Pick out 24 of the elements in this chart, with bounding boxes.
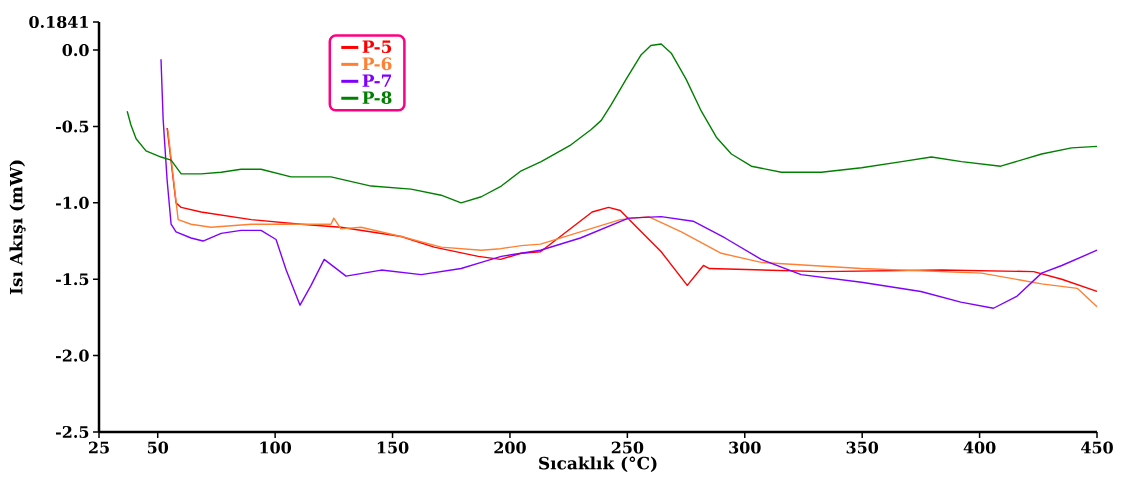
x-tick-label: 100	[260, 441, 292, 454]
y-tick-label: -0.5	[56, 120, 89, 133]
x-tick-label: 50	[147, 441, 169, 454]
y-tick-label: 0.0	[62, 44, 89, 57]
x-tick-label: 400	[963, 441, 996, 454]
line-series	[160, 58, 1098, 309]
x-tick-label: 450	[1081, 441, 1113, 454]
y-axis-title: Isı Akışı (mW)	[9, 160, 26, 295]
x-tick-label: 25	[88, 441, 109, 454]
y-tick-label: -1.0	[56, 196, 89, 209]
legend-label: P-7	[362, 74, 392, 87]
x-tick-label: 300	[729, 441, 761, 454]
y-tick-label: 0.1841	[29, 15, 88, 29]
y-tick-label: -2.5	[56, 425, 89, 439]
y-tick-label: -1.5	[56, 273, 89, 286]
x-axis-title: Sıcaklık (°C)	[539, 456, 657, 472]
y-tick-label: -2.0	[56, 349, 89, 362]
x-tick-label: 250	[611, 441, 644, 454]
x-tick-label: 150	[377, 441, 409, 454]
legend-label: P-6	[362, 57, 392, 71]
x-tick-label: 350	[846, 441, 879, 454]
legend-label: P-8	[362, 91, 392, 105]
x-tick-label: 200	[494, 441, 526, 454]
legend-label: P-5	[362, 40, 392, 54]
